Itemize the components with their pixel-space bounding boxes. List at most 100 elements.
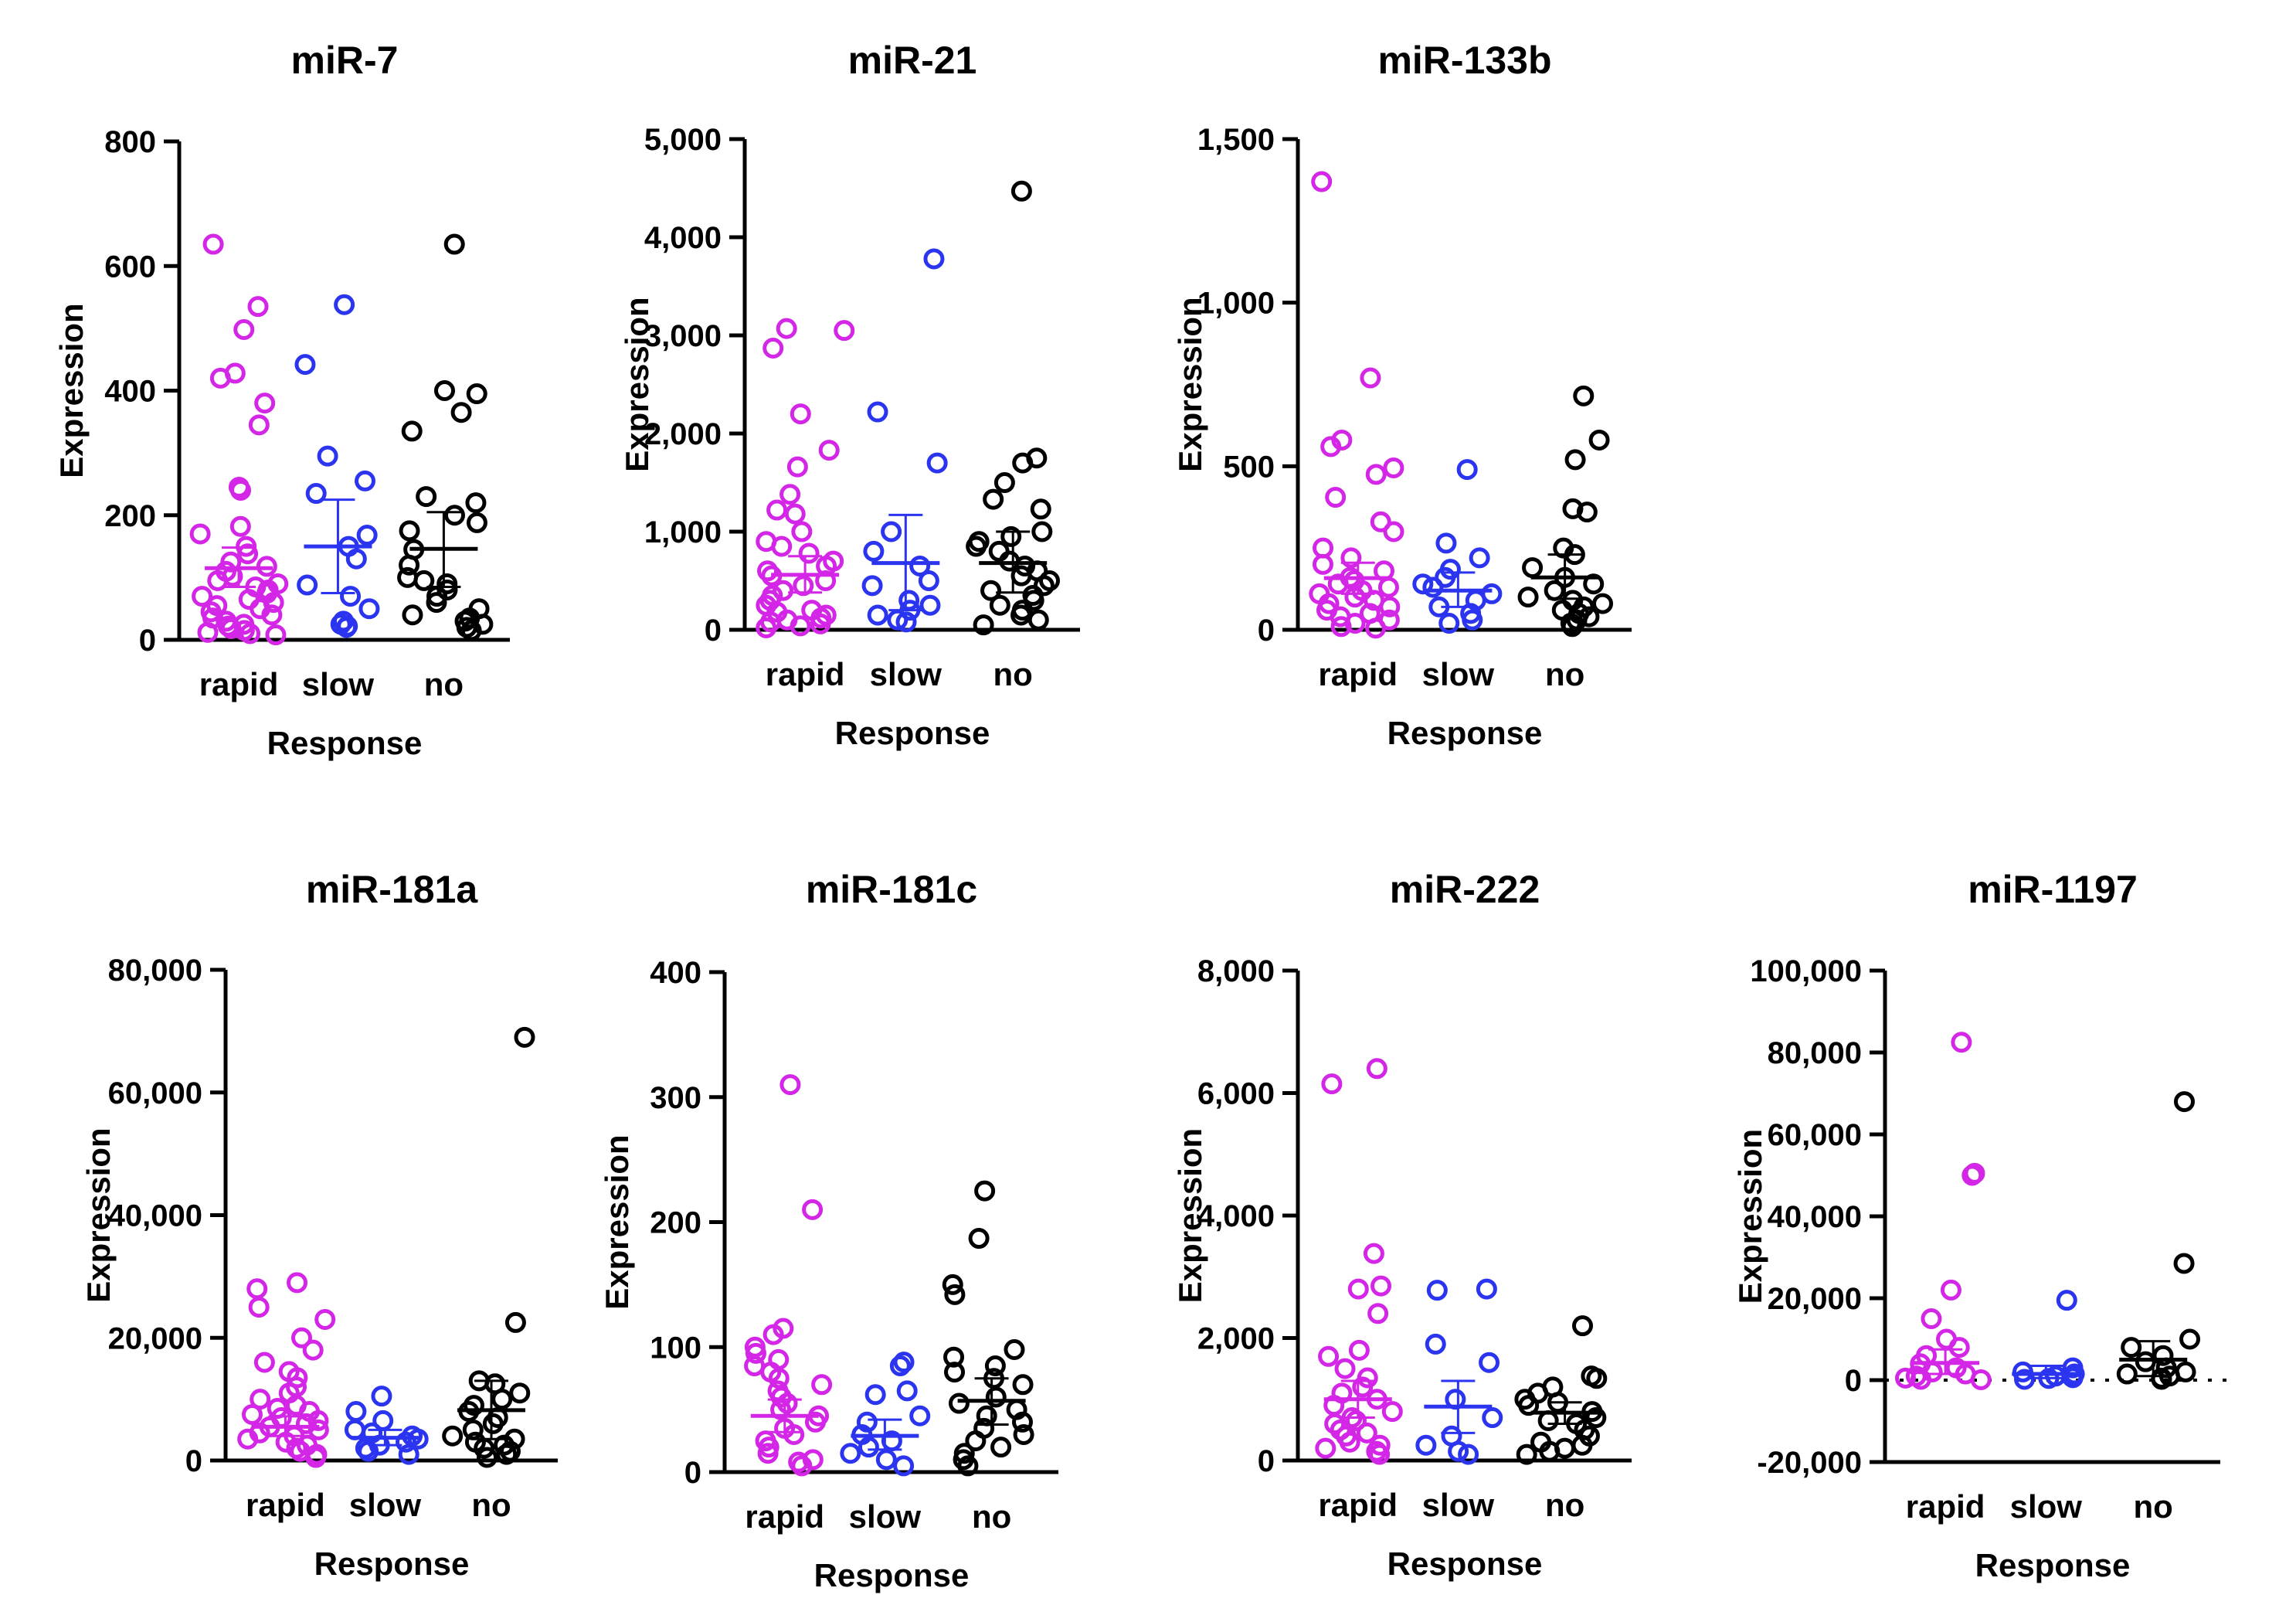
data-point xyxy=(1588,429,1610,451)
data-point xyxy=(294,354,316,376)
data-point xyxy=(514,1026,535,1048)
data-point xyxy=(1347,1278,1369,1300)
data-point xyxy=(804,1411,826,1433)
data-point xyxy=(1462,609,1483,631)
y-tick-label: 800 xyxy=(104,125,156,159)
data-point xyxy=(1379,596,1401,617)
data-point xyxy=(1561,616,1583,638)
data-point xyxy=(302,1339,324,1361)
data-point xyxy=(1311,171,1333,192)
data-point xyxy=(1571,1315,1593,1337)
data-point xyxy=(1011,1411,1033,1433)
chart-panel: miR-181a 0 20,000 40,000 60,000 80,000 Express… xyxy=(80,868,558,1582)
data-point xyxy=(990,1437,1012,1458)
data-point xyxy=(867,604,888,626)
x-category-label: no xyxy=(993,656,1033,692)
data-point xyxy=(1479,1352,1500,1373)
data-point xyxy=(1352,1376,1374,1398)
data-point xyxy=(1030,498,1051,520)
x-category-label: slow xyxy=(870,656,943,692)
y-tick-label: 200 xyxy=(104,499,156,533)
data-point xyxy=(416,486,437,508)
data-point xyxy=(771,536,793,557)
data-point xyxy=(396,1431,417,1453)
data-point xyxy=(973,614,994,636)
x-axis-label: Response xyxy=(814,1557,970,1593)
data-point xyxy=(1004,1338,1025,1360)
x-category-label: slow xyxy=(2010,1488,2083,1525)
data-point xyxy=(402,604,423,626)
x-category-label: slow xyxy=(1422,656,1495,692)
data-point xyxy=(1422,576,1444,598)
x-category-label: slow xyxy=(302,666,375,702)
data-point xyxy=(811,1374,833,1396)
y-tick-label: 20,000 xyxy=(1768,1282,1862,1316)
data-point xyxy=(1415,1434,1437,1456)
data-point xyxy=(2014,1369,2036,1390)
y-tick-label: 500 xyxy=(1223,450,1275,484)
y-axis-label: Expression xyxy=(80,1127,117,1302)
data-point xyxy=(307,1419,329,1440)
series-slow xyxy=(1412,459,1503,634)
data-point xyxy=(1327,573,1349,595)
data-point xyxy=(509,1382,531,1404)
chart-panel: miR-133b 0 500 1,000 1,500 Expression rapid slo… xyxy=(1172,39,1632,751)
data-point xyxy=(980,580,1002,601)
series-no xyxy=(2116,1091,2201,1390)
data-point xyxy=(968,1228,990,1250)
y-tick-label: 80,000 xyxy=(1768,1036,1862,1070)
y-axis-label: Expression xyxy=(1732,1129,1768,1304)
series-rapid xyxy=(1309,171,1404,639)
data-point xyxy=(237,1428,259,1450)
x-axis-label: Response xyxy=(1975,1547,2131,1583)
data-point xyxy=(867,401,888,423)
data-point xyxy=(2056,1290,2077,1311)
data-point xyxy=(896,1380,918,1402)
data-point xyxy=(856,1411,878,1433)
data-point xyxy=(1000,525,1022,547)
x-category-label: rapid xyxy=(1318,1487,1398,1523)
data-point xyxy=(1573,385,1595,406)
series-slow xyxy=(840,1352,931,1477)
y-tick-label: 1,500 xyxy=(1197,123,1275,157)
x-category-label: slow xyxy=(349,1487,422,1523)
data-point xyxy=(858,1437,879,1458)
data-point xyxy=(783,1423,805,1445)
y-tick-label: 0 xyxy=(139,624,156,658)
data-point xyxy=(988,540,1010,562)
chart-title: miR-181c xyxy=(806,868,977,911)
x-category-label: rapid xyxy=(1906,1488,1985,1525)
x-axis-label: Response xyxy=(314,1545,470,1582)
data-point xyxy=(944,1284,966,1305)
data-point xyxy=(985,1386,1007,1408)
data-point xyxy=(287,1367,308,1389)
data-point xyxy=(779,484,801,505)
chart-panel: miR-7 0 200 400 600 800 Expression rapid slow noR… xyxy=(53,39,510,761)
data-point xyxy=(1330,616,1352,638)
data-point xyxy=(317,445,338,467)
data-point xyxy=(909,555,931,576)
series-no xyxy=(1514,1315,1608,1465)
data-point xyxy=(919,594,941,616)
x-category-label: rapid xyxy=(246,1487,325,1523)
x-category-label: no xyxy=(471,1487,511,1523)
y-tick-label: 80,000 xyxy=(108,954,202,988)
data-point xyxy=(401,420,423,442)
chart-title: miR-1197 xyxy=(1968,868,2138,911)
data-point xyxy=(450,402,472,423)
x-axis-label: Response xyxy=(267,725,423,761)
data-point xyxy=(253,1352,275,1373)
data-point xyxy=(1586,1368,1608,1389)
y-tick-label: 40,000 xyxy=(1768,1200,1862,1234)
data-point xyxy=(863,540,885,562)
data-point xyxy=(788,1451,810,1473)
data-point xyxy=(893,1455,915,1477)
data-point xyxy=(334,294,355,315)
data-point xyxy=(229,515,251,537)
series-no xyxy=(942,1180,1034,1477)
data-point xyxy=(1564,449,1586,471)
data-point xyxy=(1435,532,1457,554)
data-point xyxy=(989,594,1010,616)
data-point xyxy=(443,233,465,255)
data-point xyxy=(1315,1437,1337,1459)
